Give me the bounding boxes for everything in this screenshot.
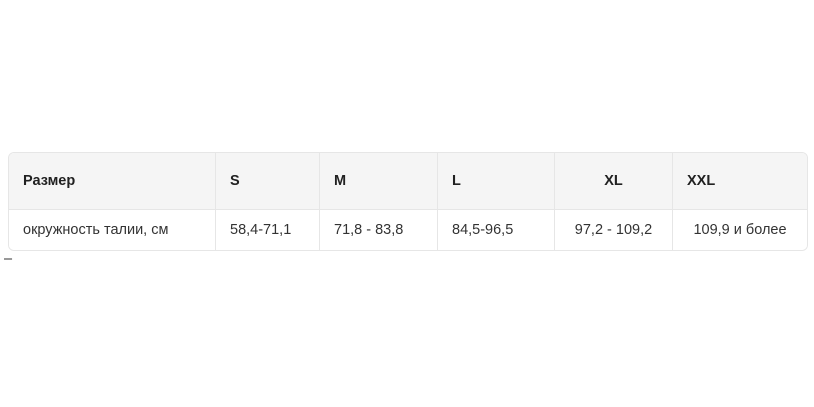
cell-value-xxl: 109,9 и более — [673, 210, 807, 250]
column-header-size-label: Размер — [9, 153, 216, 210]
column-header-l: L — [438, 153, 555, 210]
table-header: Размер S M L XL XXL — [9, 153, 807, 210]
size-chart-container: Размер S M L XL XXL окружность талии, см… — [8, 152, 808, 251]
column-header-s: S — [216, 153, 320, 210]
column-header-m: M — [320, 153, 438, 210]
table-header-row: Размер S M L XL XXL — [9, 153, 807, 210]
size-chart-table: Размер S M L XL XXL окружность талии, см… — [8, 152, 808, 251]
cell-value-xl: 97,2 - 109,2 — [555, 210, 673, 250]
trailing-dash-text: – — [4, 251, 13, 267]
column-header-xl: XL — [555, 153, 673, 210]
cell-measurement-label: окружность талии, см — [9, 210, 216, 250]
cell-value-l: 84,5-96,5 — [438, 210, 555, 250]
column-header-xxl: XXL — [673, 153, 807, 210]
cell-value-m: 71,8 - 83,8 — [320, 210, 438, 250]
table-body: окружность талии, см 58,4-71,1 71,8 - 83… — [9, 210, 807, 250]
cell-value-s: 58,4-71,1 — [216, 210, 320, 250]
table-row: окружность талии, см 58,4-71,1 71,8 - 83… — [9, 210, 807, 250]
